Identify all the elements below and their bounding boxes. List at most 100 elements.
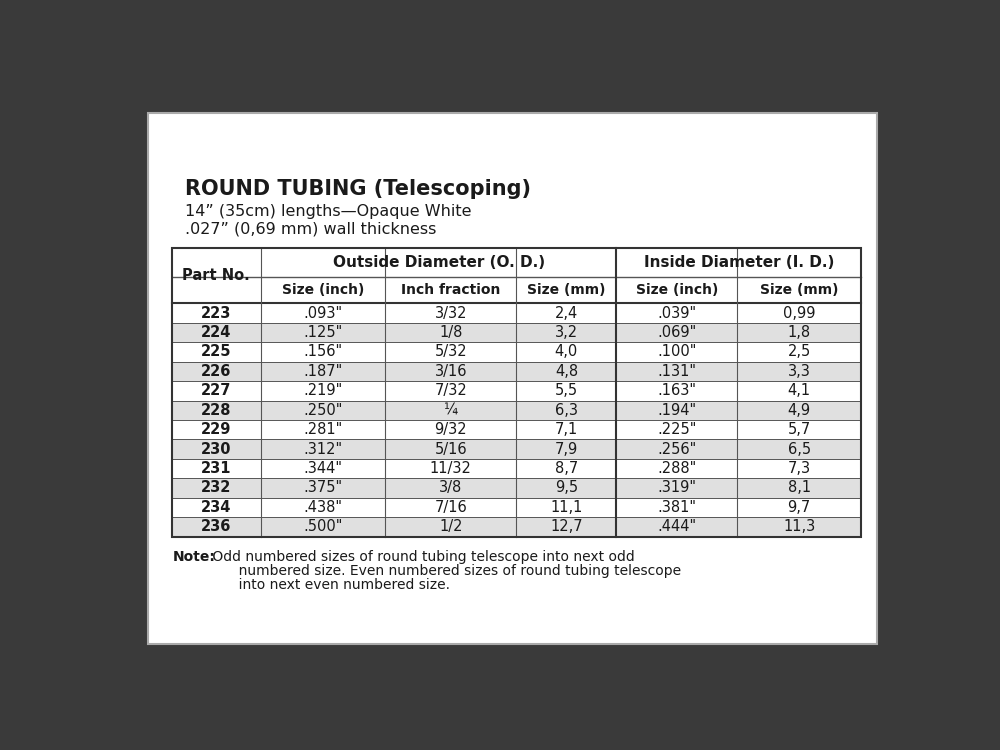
Bar (172, 420, 861, 440)
Text: 5,7: 5,7 (788, 422, 811, 437)
Text: .039": .039" (657, 305, 696, 320)
Text: 2,4: 2,4 (555, 305, 578, 320)
Text: 7/32: 7/32 (434, 383, 467, 398)
Text: 9,7: 9,7 (788, 500, 811, 515)
Text: 4,8: 4,8 (555, 364, 578, 379)
Text: 227: 227 (201, 383, 232, 398)
Text: 3/8: 3/8 (439, 481, 462, 496)
Text: .375": .375" (304, 481, 343, 496)
Text: 3,2: 3,2 (555, 325, 578, 340)
Text: 5/16: 5/16 (435, 442, 467, 457)
Text: .100": .100" (657, 344, 696, 359)
Text: 11/32: 11/32 (430, 461, 472, 476)
Text: 5,5: 5,5 (555, 383, 578, 398)
Bar (172, 277, 861, 303)
Text: 231: 231 (201, 461, 232, 476)
Text: Size (mm): Size (mm) (760, 284, 838, 297)
Text: 230: 230 (201, 442, 232, 457)
Text: .125": .125" (304, 325, 343, 340)
Text: .194": .194" (657, 403, 696, 418)
Bar (172, 342, 861, 362)
Text: 3/16: 3/16 (435, 364, 467, 379)
Text: Inside Diameter (I. D.): Inside Diameter (I. D.) (644, 255, 834, 270)
Text: 6,5: 6,5 (788, 442, 811, 457)
Text: 14” (35cm) lengths—Opaque White: 14” (35cm) lengths—Opaque White (185, 204, 472, 219)
Text: 8,1: 8,1 (788, 481, 811, 496)
Bar (172, 478, 861, 498)
Text: .225": .225" (657, 422, 696, 437)
Bar (172, 381, 861, 400)
Text: Odd numbered sizes of round tubing telescope into next odd: Odd numbered sizes of round tubing teles… (208, 550, 635, 565)
Text: .187": .187" (304, 364, 343, 379)
Text: ROUND TUBING (Telescoping): ROUND TUBING (Telescoping) (185, 178, 531, 199)
Bar (172, 498, 861, 517)
Text: 8,7: 8,7 (555, 461, 578, 476)
Text: Outside Diameter (O. D.): Outside Diameter (O. D.) (333, 255, 545, 270)
Text: .312": .312" (304, 442, 343, 457)
Text: Size (inch): Size (inch) (636, 284, 718, 297)
Text: numbered size. Even numbered sizes of round tubing telescope: numbered size. Even numbered sizes of ro… (208, 564, 681, 578)
Text: Note:: Note: (173, 550, 216, 565)
Text: into next even numbered size.: into next even numbered size. (208, 578, 450, 592)
Text: 3/32: 3/32 (435, 305, 467, 320)
Bar (172, 440, 861, 459)
Text: 11,1: 11,1 (550, 500, 583, 515)
Text: Size (inch): Size (inch) (282, 284, 364, 297)
Text: .319": .319" (657, 481, 696, 496)
Text: 1/8: 1/8 (439, 325, 463, 340)
Text: 3,3: 3,3 (788, 364, 811, 379)
Text: 7,3: 7,3 (788, 461, 811, 476)
Text: .281": .281" (304, 422, 343, 437)
Text: 1/2: 1/2 (439, 520, 463, 535)
Bar (172, 518, 861, 536)
Text: .256": .256" (657, 442, 696, 457)
Text: 234: 234 (201, 500, 232, 515)
Text: 4,0: 4,0 (555, 344, 578, 359)
Text: .163": .163" (657, 383, 696, 398)
Text: Part No.: Part No. (182, 268, 250, 283)
Text: 5/32: 5/32 (435, 344, 467, 359)
Text: 228: 228 (201, 403, 232, 418)
Text: 229: 229 (201, 422, 232, 437)
Text: .381": .381" (657, 500, 696, 515)
Text: 7,1: 7,1 (555, 422, 578, 437)
Text: 224: 224 (201, 325, 232, 340)
Text: .027” (0,69 mm) wall thickness: .027” (0,69 mm) wall thickness (185, 222, 437, 237)
Text: ¼: ¼ (444, 403, 458, 418)
Bar (172, 362, 861, 381)
Text: .344": .344" (304, 461, 343, 476)
Text: 11,3: 11,3 (783, 520, 815, 535)
Text: .219": .219" (304, 383, 343, 398)
Text: .093": .093" (304, 305, 343, 320)
Text: 6,3: 6,3 (555, 403, 578, 418)
Text: 4,1: 4,1 (788, 383, 811, 398)
Text: 225: 225 (201, 344, 232, 359)
Text: Size (mm): Size (mm) (527, 284, 606, 297)
Text: .156": .156" (304, 344, 343, 359)
Text: .250": .250" (304, 403, 343, 418)
Text: 236: 236 (201, 520, 232, 535)
Text: 226: 226 (201, 364, 232, 379)
Text: 232: 232 (201, 481, 232, 496)
Bar (172, 459, 861, 478)
Text: 7,9: 7,9 (555, 442, 578, 457)
Text: 9,5: 9,5 (555, 481, 578, 496)
Bar (172, 248, 861, 277)
Text: .500": .500" (304, 520, 343, 535)
Text: 223: 223 (201, 305, 232, 320)
Text: 2,5: 2,5 (788, 344, 811, 359)
Text: 1,8: 1,8 (788, 325, 811, 340)
Bar (172, 400, 861, 420)
Text: 12,7: 12,7 (550, 520, 583, 535)
Text: .288": .288" (657, 461, 696, 476)
Text: .131": .131" (657, 364, 696, 379)
Text: .438": .438" (304, 500, 343, 515)
Text: 0,99: 0,99 (783, 305, 815, 320)
Bar (172, 303, 861, 322)
Text: 4,9: 4,9 (788, 403, 811, 418)
Text: .069": .069" (657, 325, 696, 340)
Text: Inch fraction: Inch fraction (401, 284, 501, 297)
Bar (172, 248, 861, 536)
Text: 7/16: 7/16 (434, 500, 467, 515)
Text: .444": .444" (657, 520, 696, 535)
